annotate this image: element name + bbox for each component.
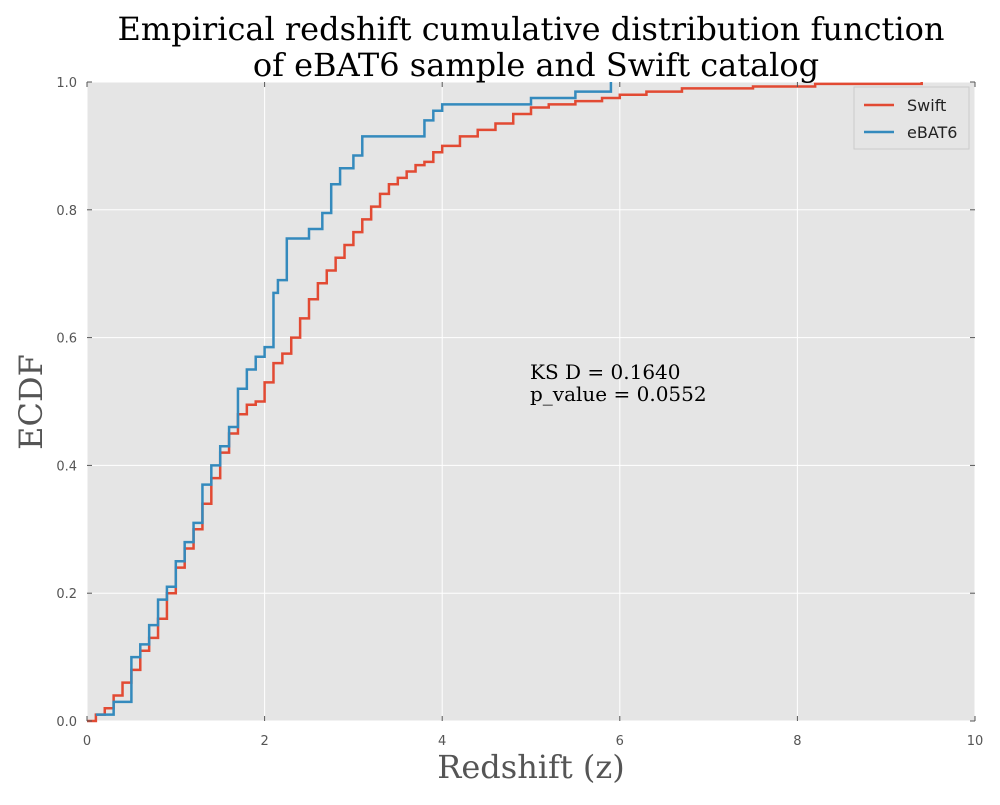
legend-label-swift: Swift (907, 96, 946, 115)
series-line-swift (87, 82, 923, 723)
chart-title-line1: Empirical redshift cumulative distributi… (117, 10, 944, 48)
x-tick-label: 0 (83, 734, 91, 749)
x-tick-label: 8 (793, 734, 801, 749)
chart-title-line2: of eBAT6 sample and Swift catalog (253, 46, 819, 84)
y-tick-label: 0.0 (56, 715, 77, 730)
legend-label-ebat6: eBAT6 (907, 123, 957, 142)
y-tick-label: 0.4 (56, 459, 77, 474)
legend: Swift eBAT6 (853, 86, 970, 150)
y-tick-label: 0.8 (56, 204, 77, 219)
p-value-annotation: p_value = 0.0552 (530, 382, 707, 406)
x-tick-label: 6 (616, 734, 624, 749)
x-tick-label: 4 (438, 734, 446, 749)
ks-statistic-annotation: KS D = 0.1640 (530, 360, 681, 384)
y-tick-label: 0.2 (56, 587, 77, 602)
x-axis-label: Redshift (z) (437, 748, 624, 786)
y-axis-label: ECDF (12, 354, 50, 450)
x-tick-label: 2 (260, 734, 268, 749)
series-line-ebat6 (95, 82, 613, 716)
series-layer (87, 82, 923, 723)
axis-layer: 0 2 4 6 8 10 0.0 0.2 0.4 0.6 0.8 1.0 (56, 76, 983, 749)
x-tick-label: 10 (967, 734, 984, 749)
legend-frame (853, 86, 970, 150)
y-tick-label: 0.6 (56, 332, 77, 347)
y-tick-label: 1.0 (56, 76, 77, 91)
plot-background (87, 82, 975, 721)
